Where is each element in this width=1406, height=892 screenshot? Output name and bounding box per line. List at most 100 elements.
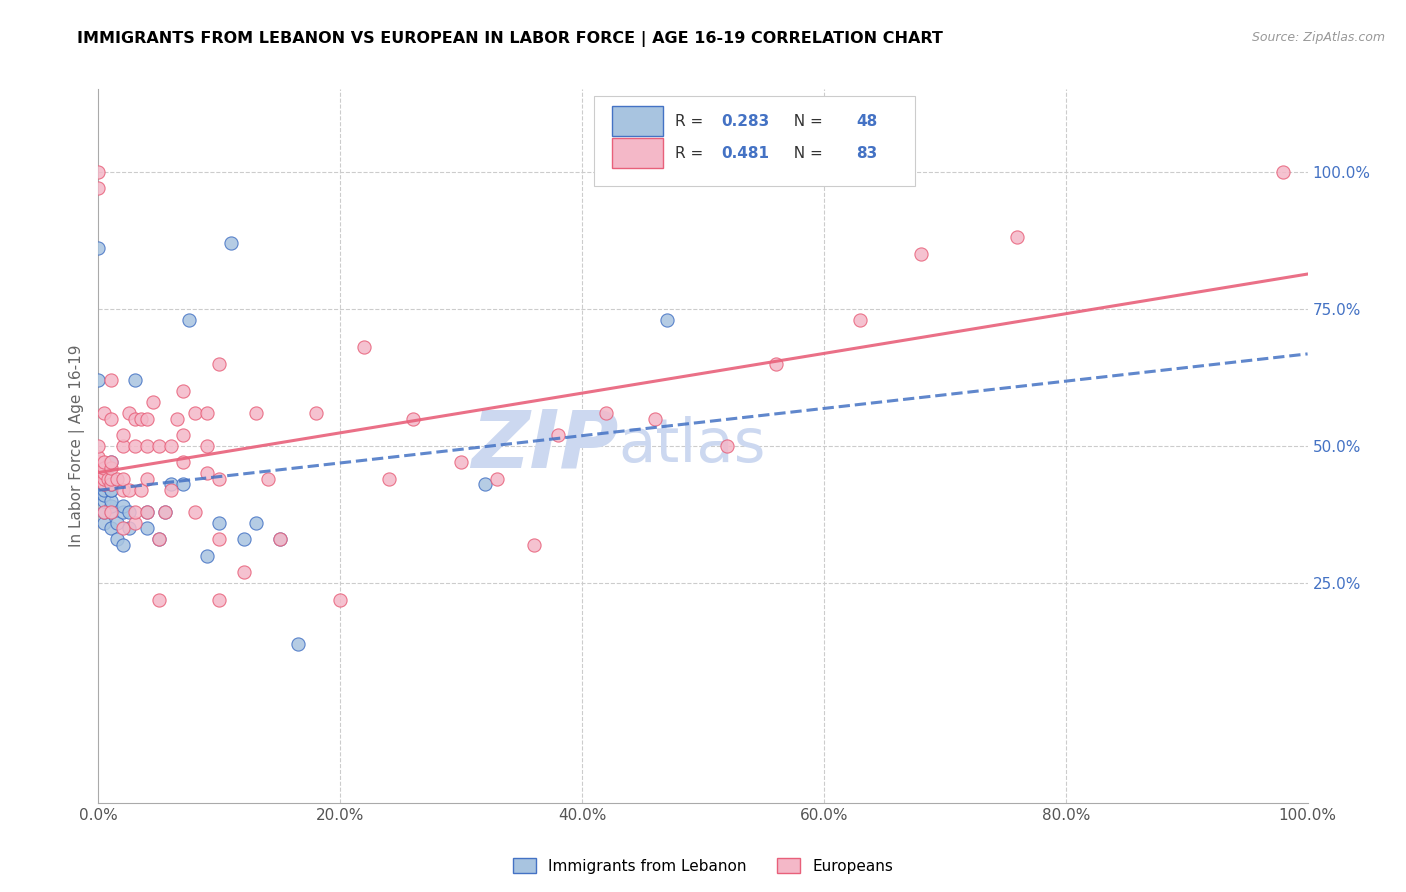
Point bbox=[716, 439, 738, 453]
Point bbox=[105, 472, 128, 486]
Point bbox=[100, 472, 122, 486]
Point bbox=[256, 472, 278, 486]
Point bbox=[135, 505, 157, 519]
Point bbox=[486, 472, 509, 486]
Point bbox=[287, 637, 309, 651]
Point bbox=[93, 477, 115, 491]
Point bbox=[195, 549, 218, 563]
Point bbox=[111, 483, 134, 497]
Point bbox=[153, 505, 176, 519]
Point bbox=[124, 505, 146, 519]
FancyBboxPatch shape bbox=[613, 106, 664, 136]
Point bbox=[87, 181, 110, 195]
Point bbox=[142, 395, 165, 409]
Point bbox=[160, 439, 183, 453]
Point bbox=[148, 592, 170, 607]
Point bbox=[148, 533, 170, 547]
Point bbox=[100, 505, 122, 519]
Point bbox=[135, 505, 157, 519]
Point bbox=[232, 566, 254, 580]
Text: ZIP: ZIP bbox=[471, 407, 619, 485]
Point bbox=[97, 472, 120, 486]
FancyBboxPatch shape bbox=[595, 96, 915, 186]
Point bbox=[195, 467, 218, 481]
Point bbox=[160, 483, 183, 497]
Point bbox=[135, 439, 157, 453]
Point bbox=[1272, 164, 1295, 178]
Point bbox=[100, 483, 122, 497]
Point bbox=[208, 533, 231, 547]
Legend: Immigrants from Lebanon, Europeans: Immigrants from Lebanon, Europeans bbox=[506, 852, 900, 880]
Point bbox=[93, 488, 115, 502]
Text: 0.481: 0.481 bbox=[721, 146, 769, 161]
Point bbox=[105, 533, 128, 547]
Text: IMMIGRANTS FROM LEBANON VS EUROPEAN IN LABOR FORCE | AGE 16-19 CORRELATION CHART: IMMIGRANTS FROM LEBANON VS EUROPEAN IN L… bbox=[77, 31, 943, 47]
Point bbox=[184, 505, 207, 519]
Point bbox=[124, 373, 146, 387]
Point bbox=[221, 235, 243, 250]
Point bbox=[160, 477, 183, 491]
Point bbox=[100, 411, 122, 425]
Point bbox=[93, 477, 115, 491]
Point bbox=[93, 472, 115, 486]
Point bbox=[87, 164, 110, 178]
Point bbox=[100, 521, 122, 535]
Point bbox=[129, 483, 152, 497]
Point bbox=[87, 472, 110, 486]
Text: R =: R = bbox=[675, 114, 709, 128]
Point bbox=[87, 450, 110, 464]
Point bbox=[269, 533, 291, 547]
Point bbox=[93, 505, 115, 519]
Point bbox=[93, 494, 115, 508]
Point bbox=[100, 472, 122, 486]
Point bbox=[195, 439, 218, 453]
Point bbox=[87, 472, 110, 486]
Point bbox=[523, 538, 546, 552]
Text: 48: 48 bbox=[856, 114, 877, 128]
Point bbox=[124, 439, 146, 453]
Text: R =: R = bbox=[675, 146, 709, 161]
Point bbox=[87, 461, 110, 475]
Point bbox=[100, 505, 122, 519]
Point bbox=[87, 467, 110, 481]
Point bbox=[118, 505, 141, 519]
Point bbox=[172, 428, 194, 442]
Point bbox=[172, 477, 194, 491]
Point bbox=[135, 411, 157, 425]
Point bbox=[166, 411, 188, 425]
Point bbox=[124, 516, 146, 530]
Point bbox=[474, 477, 496, 491]
Point bbox=[148, 439, 170, 453]
Point bbox=[93, 406, 115, 420]
Point bbox=[232, 533, 254, 547]
Point bbox=[93, 472, 115, 486]
Point bbox=[208, 357, 231, 371]
Point bbox=[100, 477, 122, 491]
Point bbox=[655, 312, 678, 326]
FancyBboxPatch shape bbox=[613, 138, 664, 169]
Point bbox=[93, 472, 115, 486]
Point bbox=[93, 461, 115, 475]
Point bbox=[124, 411, 146, 425]
Point bbox=[118, 521, 141, 535]
Point bbox=[148, 533, 170, 547]
Point bbox=[100, 500, 122, 514]
Point bbox=[93, 455, 115, 469]
Point bbox=[849, 312, 872, 326]
Text: N =: N = bbox=[785, 114, 828, 128]
Point bbox=[87, 472, 110, 486]
Point bbox=[105, 516, 128, 530]
Point bbox=[111, 472, 134, 486]
Point bbox=[87, 241, 110, 255]
Point bbox=[329, 592, 352, 607]
Point bbox=[111, 428, 134, 442]
Point bbox=[135, 472, 157, 486]
Point bbox=[93, 467, 115, 481]
Point bbox=[195, 406, 218, 420]
Point bbox=[111, 521, 134, 535]
Point bbox=[547, 428, 569, 442]
Point bbox=[179, 312, 201, 326]
Point bbox=[100, 455, 122, 469]
Point bbox=[245, 406, 267, 420]
Point bbox=[93, 516, 115, 530]
